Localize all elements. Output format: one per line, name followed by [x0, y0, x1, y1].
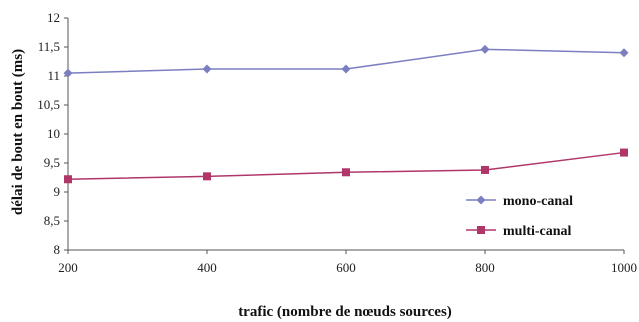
data-point-multi-canal [620, 148, 628, 157]
data-point-mono-canal [63, 68, 73, 78]
x-axis-title: trafic (nombre de nœuds sources) [238, 304, 452, 320]
y-tick-label: 10 [47, 126, 60, 141]
data-point-multi-canal [481, 165, 489, 174]
series-multi-canal [64, 148, 628, 184]
y-axis-ticks: 8 8,5 9 9,5 10 10,5 11 11,5 12 [37, 10, 68, 257]
data-point-mono-canal [480, 44, 490, 54]
series-layer [63, 44, 629, 184]
data-point-multi-canal [342, 168, 350, 177]
x-tick-label: 200 [58, 260, 78, 275]
y-tick-label: 10,5 [37, 97, 60, 112]
x-tick-label: 600 [336, 260, 356, 275]
x-tick-label: 400 [197, 260, 217, 275]
data-point-mono-canal [619, 48, 629, 58]
data-point-multi-canal [64, 175, 72, 184]
data-point-multi-canal [203, 172, 211, 181]
data-point-mono-canal [341, 64, 351, 74]
y-axis-title: délai de bout en bout (ms) [10, 49, 26, 215]
y-tick-label: 8 [54, 242, 61, 257]
y-tick-label: 11,5 [38, 39, 60, 54]
legend: mono-canal multi-canal [466, 194, 573, 239]
y-tick-label: 9,5 [44, 155, 60, 170]
y-tick-label: 8,5 [44, 213, 60, 228]
data-point-mono-canal [202, 64, 212, 74]
x-tick-label: 1000 [611, 260, 637, 275]
legend-item-multi-canal: multi-canal [466, 224, 572, 239]
series-mono-canal [63, 44, 629, 78]
legend-label: multi-canal [503, 224, 572, 239]
y-tick-label: 9 [54, 184, 61, 199]
y-tick-label: 11 [47, 68, 60, 83]
axes [67, 18, 624, 251]
y-tick-label: 12 [47, 10, 60, 25]
x-axis-ticks: 200 400 600 800 1000 [58, 250, 637, 275]
x-tick-label: 800 [475, 260, 495, 275]
legend-swatch-marker [476, 195, 486, 205]
legend-label: mono-canal [503, 194, 573, 209]
legend-swatch-marker [477, 226, 485, 234]
legend-item-mono-canal: mono-canal [466, 194, 573, 209]
